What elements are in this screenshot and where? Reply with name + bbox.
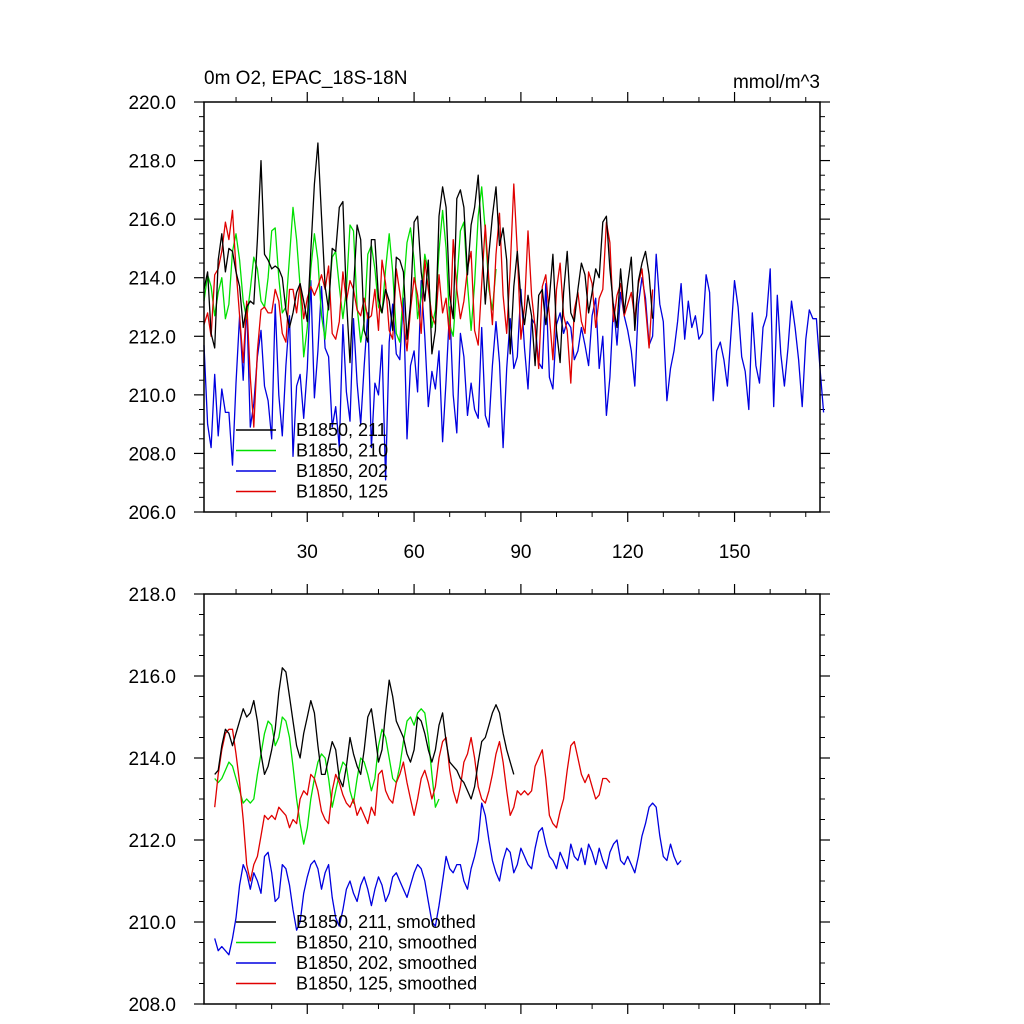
y-tick-label: 220.0 xyxy=(128,93,176,114)
y-tick-label: 208.0 xyxy=(128,995,176,1016)
y-tick-label: 218.0 xyxy=(128,152,176,173)
y-tick-label: 210.0 xyxy=(128,386,176,407)
x-tick-label: 30 xyxy=(297,542,318,563)
units-label: mmol/m^3 xyxy=(733,72,820,93)
bottom-panel: 208.0 210.0 212.0 214.0 216.0 218.0 B1850, 21… xyxy=(128,584,830,1016)
x-tick-label: 60 xyxy=(404,542,425,563)
chart-title: 0m O2, EPAC_18S-18N xyxy=(204,68,407,89)
legend-label: B1850, 210 xyxy=(296,441,388,461)
y-tick-label: 214.0 xyxy=(128,749,176,770)
x-tick-label: 90 xyxy=(510,542,531,563)
legend-label: B1850, 211, smoothed xyxy=(296,912,476,932)
y-tick-label: 212.0 xyxy=(128,327,176,348)
y-tick-label: 216.0 xyxy=(128,210,176,231)
x-tick-label: 120 xyxy=(612,542,644,563)
y-tick-label: 212.0 xyxy=(128,831,176,852)
y-tick-label: 206.0 xyxy=(128,503,176,524)
y-tick-label: 208.0 xyxy=(128,444,176,465)
y-tick-label: 210.0 xyxy=(128,913,176,934)
legend-label: B1850, 125 xyxy=(296,482,388,502)
top-panel: 0m O2, EPAC_18S-18N mmol/m^3 30 60 90 120 15… xyxy=(128,68,830,563)
y-tick-label: 216.0 xyxy=(128,667,176,688)
legend-label: B1850, 210, smoothed xyxy=(296,933,477,953)
series-line-b1850-125 xyxy=(214,728,611,882)
legend-label: B1850, 202, smoothed xyxy=(296,953,477,973)
legend-label: B1850, 125, smoothed xyxy=(296,974,477,994)
y-tick-label: 218.0 xyxy=(128,585,176,606)
series-line-b1850-211 xyxy=(214,667,515,800)
plot-frame xyxy=(203,593,821,1005)
legend-label: B1850, 202 xyxy=(296,461,388,481)
x-tick-label: 150 xyxy=(719,542,751,563)
plot-frame xyxy=(203,101,821,513)
y-tick-label: 214.0 xyxy=(128,269,176,290)
series-line-b1850-202 xyxy=(203,253,825,481)
legend-label: B1850, 211 xyxy=(296,420,387,440)
series-line-b1850-202 xyxy=(214,802,682,956)
series-line-b1850-211 xyxy=(203,142,654,367)
series-line-b1850-210 xyxy=(203,186,497,358)
